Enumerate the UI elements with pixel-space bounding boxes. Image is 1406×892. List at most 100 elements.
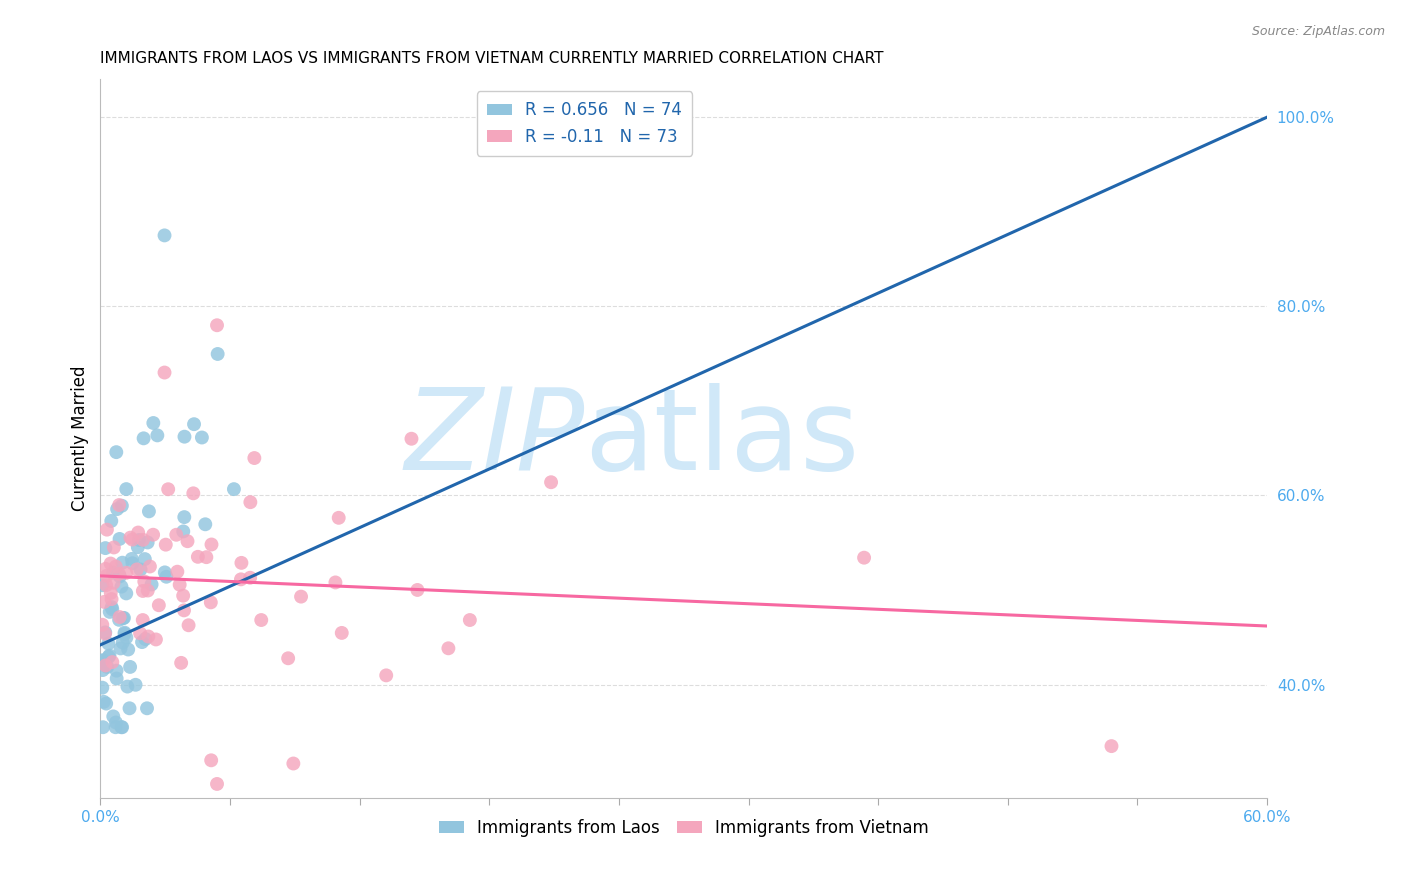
Point [94,625,117,640]
Point [94,658,117,673]
Point [169,578,191,592]
Point [131,635,153,649]
Point [136,630,159,644]
Point [120,531,142,545]
Point [181,486,204,500]
Point [121,533,143,547]
Point [176,534,198,549]
Point [101,655,124,669]
Point [328,511,350,525]
Point [108,566,131,581]
Point [91,578,114,592]
Point [94,541,117,555]
Point [401,432,423,446]
Point [437,641,460,656]
Point [191,430,214,444]
Point [103,575,125,590]
Point [205,777,228,791]
Point [105,664,128,678]
Point [129,562,152,576]
Point [142,416,165,430]
Point [115,631,138,645]
Point [231,556,253,570]
Point [125,562,148,576]
Point [96,568,118,582]
Point [112,611,135,625]
Text: ZIP: ZIP [405,384,585,494]
Point [121,556,143,570]
Point [172,524,194,539]
Point [170,656,193,670]
Point [458,613,481,627]
Point [91,681,114,695]
Point [124,678,146,692]
Point [229,572,252,586]
Point [205,318,228,333]
Y-axis label: Currently Married: Currently Married [72,366,89,511]
Point [132,584,155,599]
Point [120,660,142,674]
Point [195,550,218,565]
Point [207,347,229,361]
Point [96,523,118,537]
Legend: Immigrants from Laos, Immigrants from Vietnam: Immigrants from Laos, Immigrants from Vi… [432,813,935,844]
Point [239,495,262,509]
Point [187,549,209,564]
Point [330,626,353,640]
Point [105,672,128,686]
Point [100,557,122,571]
Point [406,582,429,597]
Point [94,626,117,640]
Point [134,552,156,566]
Point [115,566,138,580]
Point [243,450,266,465]
Text: atlas: atlas [585,384,860,494]
Point [132,533,155,547]
Point [117,642,139,657]
Point [136,701,159,715]
Point [200,595,222,609]
Point [117,680,139,694]
Point [141,577,163,591]
Point [173,510,195,524]
Point [155,538,177,552]
Point [91,653,114,667]
Point [277,651,299,665]
Point [138,504,160,518]
Point [153,228,176,243]
Point [108,532,131,546]
Point [110,580,132,594]
Point [108,610,131,624]
Point [145,632,167,647]
Point [153,566,176,580]
Point [115,586,138,600]
Point [173,603,195,617]
Point [157,482,180,496]
Point [200,537,222,551]
Point [104,559,127,574]
Point [139,559,162,574]
Point [112,611,135,625]
Point [108,498,131,512]
Point [111,720,134,734]
Point [104,715,127,730]
Point [105,445,128,459]
Point [98,648,121,663]
Point [153,366,176,380]
Point [111,635,134,649]
Point [103,541,125,555]
Point [104,720,127,734]
Point [165,528,187,542]
Point [132,431,155,445]
Point [127,540,149,554]
Point [1101,739,1123,753]
Point [94,562,117,576]
Point [134,632,156,646]
Point [183,417,205,432]
Point [166,565,188,579]
Point [375,668,398,682]
Point [146,428,169,442]
Point [853,550,876,565]
Point [114,625,136,640]
Point [91,617,114,632]
